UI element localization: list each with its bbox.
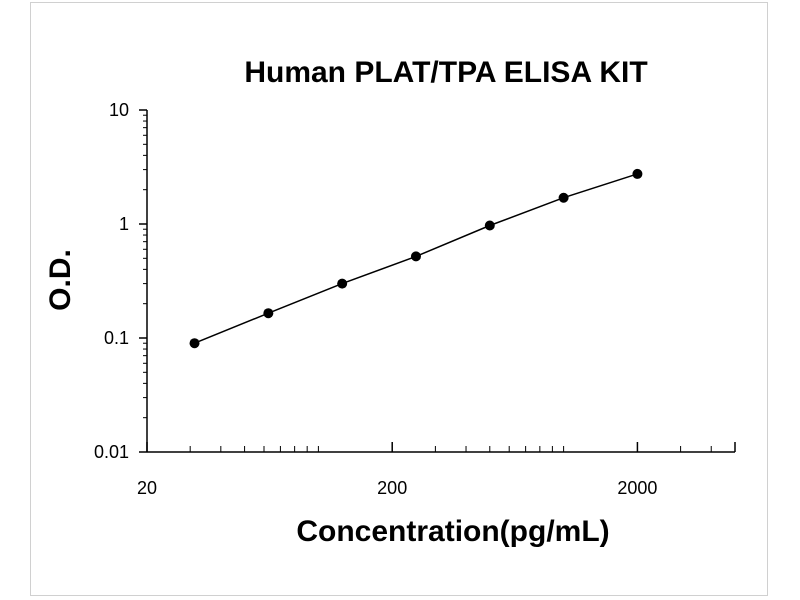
y-tick-label: 0.1 [104,328,129,348]
chart-frame [30,2,768,596]
x-axis-label: Concentration(pg/mL) [296,515,609,548]
x-tick-label: 20 [137,478,157,498]
x-tick-label: 200 [377,478,407,498]
data-point [337,278,348,289]
chart-title: Human PLAT/TPA ELISA KIT [244,56,647,89]
data-point [410,251,421,262]
y-axis-label: O.D. [44,249,77,311]
data-point [558,192,569,203]
y-tick-label: 0.01 [94,442,129,462]
data-point [484,220,495,231]
y-tick-label: 10 [109,100,129,120]
data-point [632,168,643,179]
data-point [189,338,200,349]
series-points [189,168,643,349]
y-axis-ticks: 0.01 0.1 1 10 [94,100,147,462]
x-axis-ticks: 20 200 2000 [137,442,736,498]
x-tick-label: 2000 [617,478,657,498]
data-point [263,308,274,319]
y-tick-label: 1 [119,214,129,234]
